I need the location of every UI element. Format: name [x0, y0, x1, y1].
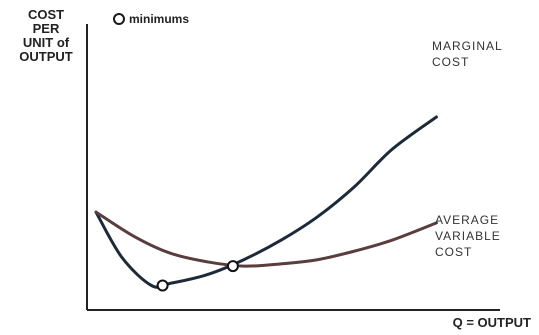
y-axis-label-line: OUTPUT — [19, 49, 73, 64]
marginal-cost-line — [94, 115, 438, 289]
marginal-cost-minimum-marker — [156, 279, 169, 292]
average-variable-cost-label: AVERAGE VARIABLE COST — [435, 212, 501, 260]
series-label-line: COST — [435, 245, 473, 259]
legend: minimums — [113, 12, 189, 26]
average-variable-cost-minimum-marker — [226, 260, 239, 273]
series-label-line: COST — [432, 55, 470, 69]
y-axis-label: COST PER UNIT of OUTPUT — [6, 8, 86, 64]
series-label-line: MARGINAL — [432, 39, 503, 53]
legend-label: minimums — [129, 12, 190, 26]
average-variable-cost-line — [94, 210, 438, 268]
y-axis-label-line: PER — [32, 21, 60, 36]
y-axis-label-line: COST — [27, 7, 65, 22]
x-axis-label: Q = OUTPUT — [452, 315, 531, 330]
series-label-line: AVERAGE — [435, 213, 500, 227]
legend-circle-icon — [113, 13, 125, 25]
marginal-cost-label: MARGINAL COST — [432, 38, 503, 70]
y-axis-label-line: UNIT of — [22, 35, 70, 50]
series-label-line: VARIABLE — [435, 229, 501, 243]
